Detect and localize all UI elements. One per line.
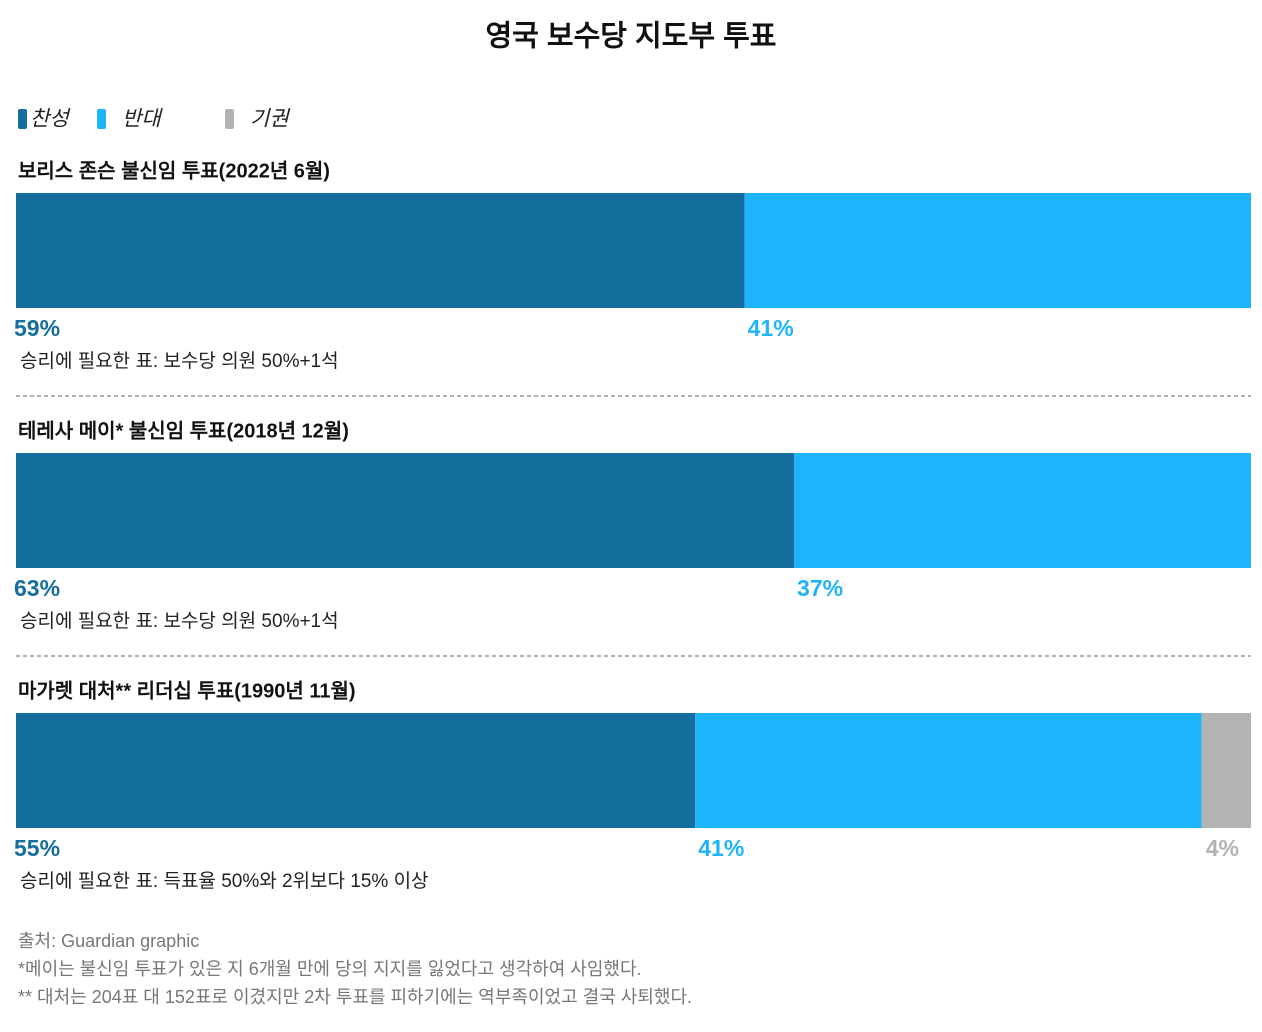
legend-label: 반대: [122, 108, 163, 131]
bar-segment: [1201, 713, 1251, 828]
bar-segment: [794, 453, 1251, 568]
bar-segment: [16, 193, 745, 308]
panel-title: 테레사 메이* 불신임 투표(2018년 12월): [18, 419, 349, 442]
source: 출처: Guardian graphic: [18, 931, 199, 951]
threshold-note: 승리에 필요한 표: 보수당 의원 50%+1석: [20, 350, 339, 372]
footnote: *메이는 불신임 투표가 있은 지 6개월 만에 당의 지지를 잃었다고 생각하…: [18, 959, 642, 979]
bar-segment: [16, 453, 795, 568]
footnote: ** 대처는 204표 대 152표로 이겼지만 2차 투표를 피하기에는 역부…: [18, 987, 692, 1007]
legend-swatch: [18, 109, 27, 129]
panel-title: 보리스 존슨 불신임 투표(2022년 6월): [18, 159, 330, 182]
bar-segment: [695, 713, 1202, 828]
chart-title: 영국 보수당 지도부 투표: [486, 20, 777, 53]
value-label: 41%: [698, 835, 744, 861]
value-label: 55%: [14, 835, 60, 861]
bar-segment: [16, 713, 696, 828]
threshold-note: 승리에 필요한 표: 보수당 의원 50%+1석: [20, 610, 339, 632]
legend-swatch: [97, 109, 106, 129]
bar-segment: [744, 193, 1251, 308]
legend-label: 기권: [250, 108, 291, 131]
legend-swatch: [225, 109, 234, 129]
value-label: 37%: [797, 575, 843, 601]
legend-label: 찬성: [30, 108, 71, 131]
value-label: 63%: [14, 575, 60, 601]
panel-title: 마가렛 대처** 리더십 투표(1990년 11월): [18, 679, 356, 702]
value-label: 41%: [748, 315, 794, 341]
value-label: 59%: [14, 315, 60, 341]
threshold-note: 승리에 필요한 표: 득표율 50%와 2위보다 15% 이상: [20, 870, 429, 892]
value-label: 4%: [1206, 835, 1239, 861]
